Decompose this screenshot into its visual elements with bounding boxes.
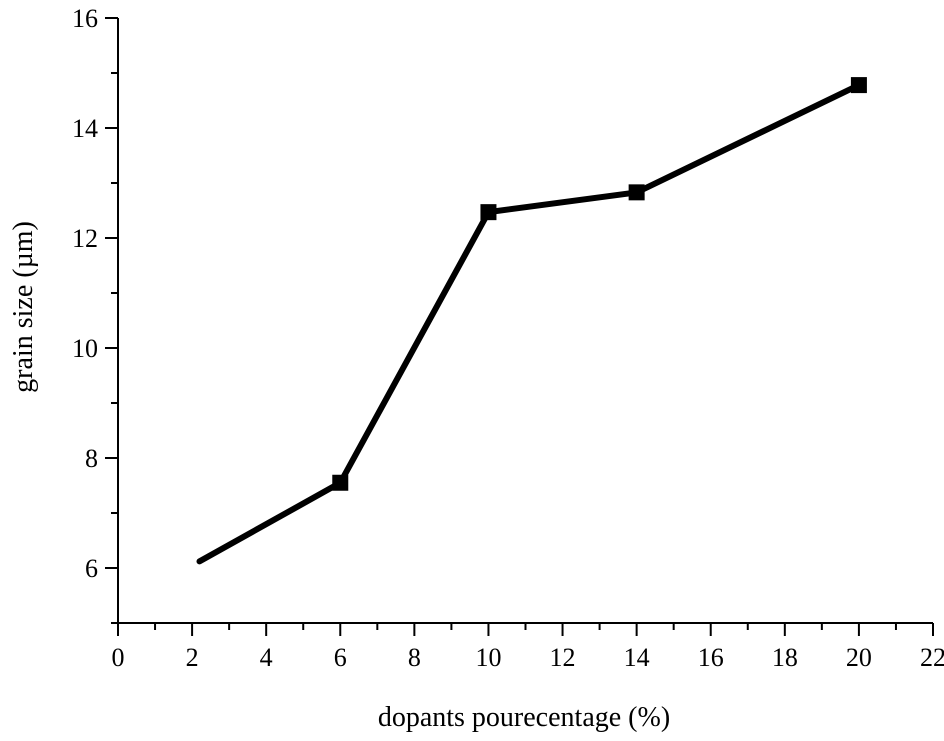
data-point <box>628 184 645 201</box>
x-tick-label: 10 <box>475 643 501 672</box>
y-tick-label: 12 <box>72 224 98 253</box>
x-tick-label: 2 <box>186 643 199 672</box>
ticks: 0 2 4 6 8 10 12 14 16 18 20 22 6 8 10 12 14 16 <box>72 4 944 672</box>
y-tick-label: 8 <box>85 444 98 473</box>
x-tick-label: 12 <box>550 643 576 672</box>
y-tick-label: 10 <box>72 334 98 363</box>
x-tick-label: 14 <box>624 643 650 672</box>
y-tick-label: 6 <box>85 554 98 583</box>
data-point <box>480 204 497 221</box>
x-tick-label: 20 <box>846 643 872 672</box>
data-point <box>850 77 867 94</box>
x-axis-label: dopants pourecentage (%) <box>378 702 670 733</box>
x-tick-label: 16 <box>698 643 724 672</box>
x-tick-label: 22 <box>920 643 944 672</box>
y-axis-label: grain size (µm) <box>8 221 39 393</box>
plot-area <box>196 77 867 565</box>
x-tick-label: 18 <box>772 643 798 672</box>
data-point <box>332 474 349 491</box>
x-tick-label: 8 <box>408 643 421 672</box>
series-line <box>196 82 862 565</box>
x-tick-label: 0 <box>112 643 125 672</box>
x-tick-label: 4 <box>260 643 273 672</box>
y-tick-label: 16 <box>72 4 98 33</box>
y-tick-label: 14 <box>72 114 98 143</box>
x-tick-label: 6 <box>334 643 347 672</box>
